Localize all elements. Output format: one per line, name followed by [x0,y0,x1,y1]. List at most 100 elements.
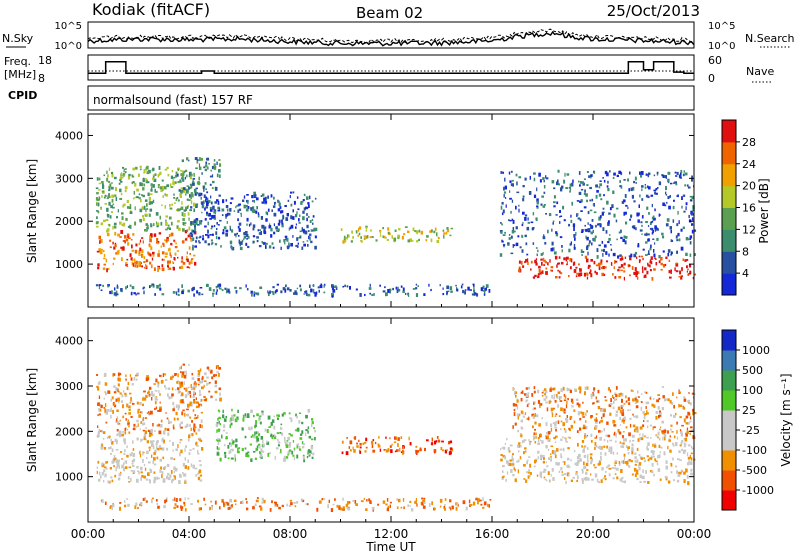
scatter-cell [165,239,168,243]
scatter-cell [542,460,545,464]
scatter-cell [105,258,108,263]
scatter-cell [225,436,228,440]
scatter-cell [148,169,151,174]
scatter-cell [359,442,362,446]
scatter-cell [631,440,635,442]
scatter-cell [229,498,232,503]
scatter-cell [301,430,304,434]
scatter-cell [536,474,539,477]
scatter-cell [681,205,683,209]
scatter-cell [196,444,198,447]
scatter-cell [142,429,146,432]
scatter-cell [551,269,553,272]
scatter-cell [608,212,611,215]
scatter-cell [118,460,120,465]
scatter-cell [256,206,258,210]
scatter-cell [189,183,193,186]
scatter-cell [189,449,192,451]
scatter-cell [255,447,257,452]
scatter-cell [181,289,185,293]
scatter-cell [669,435,671,438]
scatter-cell [310,288,313,293]
scatter-cell [293,292,296,295]
scatter-cell [527,402,530,405]
scatter-cell [542,389,544,393]
scatter-cell [674,181,677,184]
scatter-cell [613,396,615,399]
scatter-cell [598,266,601,271]
scatter-cell [640,174,643,178]
scatter-cell [218,420,220,424]
scatter-cell [193,423,196,428]
scatter-cell [310,438,314,441]
scatter-cell [595,445,598,448]
scatter-cell [651,232,654,235]
scatter-cell [412,239,414,242]
scatter-cell [583,272,586,277]
scatter-cell [229,450,232,454]
scatter-cell [615,434,617,438]
scatter-cell [263,225,265,228]
scatter-cell [165,228,168,231]
scatter-cell [234,444,238,448]
scatter-cell [169,252,171,256]
scatter-cell [268,291,271,294]
scatter-cell [657,436,659,439]
scatter-cell [560,438,563,441]
scatter-cell [635,227,637,231]
scatter-cell [121,247,124,250]
scatter-cell [182,462,185,467]
scatter-cell [142,397,144,401]
scatter-cell [565,417,568,421]
nsearch-series-line [87,28,695,44]
scatter-cell [442,229,445,232]
scatter-cell [180,426,183,429]
scatter-cell [130,377,133,381]
scatter-cell [629,274,631,277]
scatter-cell [112,373,116,376]
scatter-cell [201,386,204,390]
scatter-cell [130,416,133,418]
scatter-cell [662,202,665,206]
scatter-cell [195,192,199,195]
scatter-cell [136,372,139,377]
scatter-cell [98,478,101,482]
scatter-cell [186,185,189,187]
colorbar-swatch [722,141,736,165]
scatter-cell [663,451,666,455]
scatter-cell [122,390,125,393]
scatter-cell [307,293,311,297]
scatter-cell [682,173,685,177]
scatter-cell [611,394,614,398]
scatter-cell [314,245,317,250]
scatter-cell [111,194,115,198]
scatter-cell [640,401,643,403]
scatter-cell [537,442,541,445]
scatter-cell [450,505,453,509]
scatter-cell [652,426,654,431]
scatter-cell [209,369,213,374]
scatter-cell [627,397,630,401]
scatter-cell [195,432,198,435]
scatter-cell [357,227,360,232]
scatter-cell [360,236,362,239]
scatter-cell [219,219,222,222]
scatter-cell [585,476,588,481]
scatter-cell [274,504,277,507]
scatter-cell [612,477,615,480]
scatter-cell [119,236,122,238]
scatter-cell [191,386,195,390]
scatter-cell [670,424,673,427]
scatter-cell [683,398,687,402]
scatter-cell [313,427,315,430]
scatter-cell [260,436,263,440]
scatter-cell [177,199,180,202]
scatter-cell [676,421,678,425]
scatter-cell [260,448,263,452]
scatter-cell [665,256,668,259]
scatter-cell [152,284,155,288]
scatter-cell [204,168,208,172]
scatter-cell [117,233,120,237]
scatter-cell [228,442,232,445]
scatter-cell [180,421,183,425]
